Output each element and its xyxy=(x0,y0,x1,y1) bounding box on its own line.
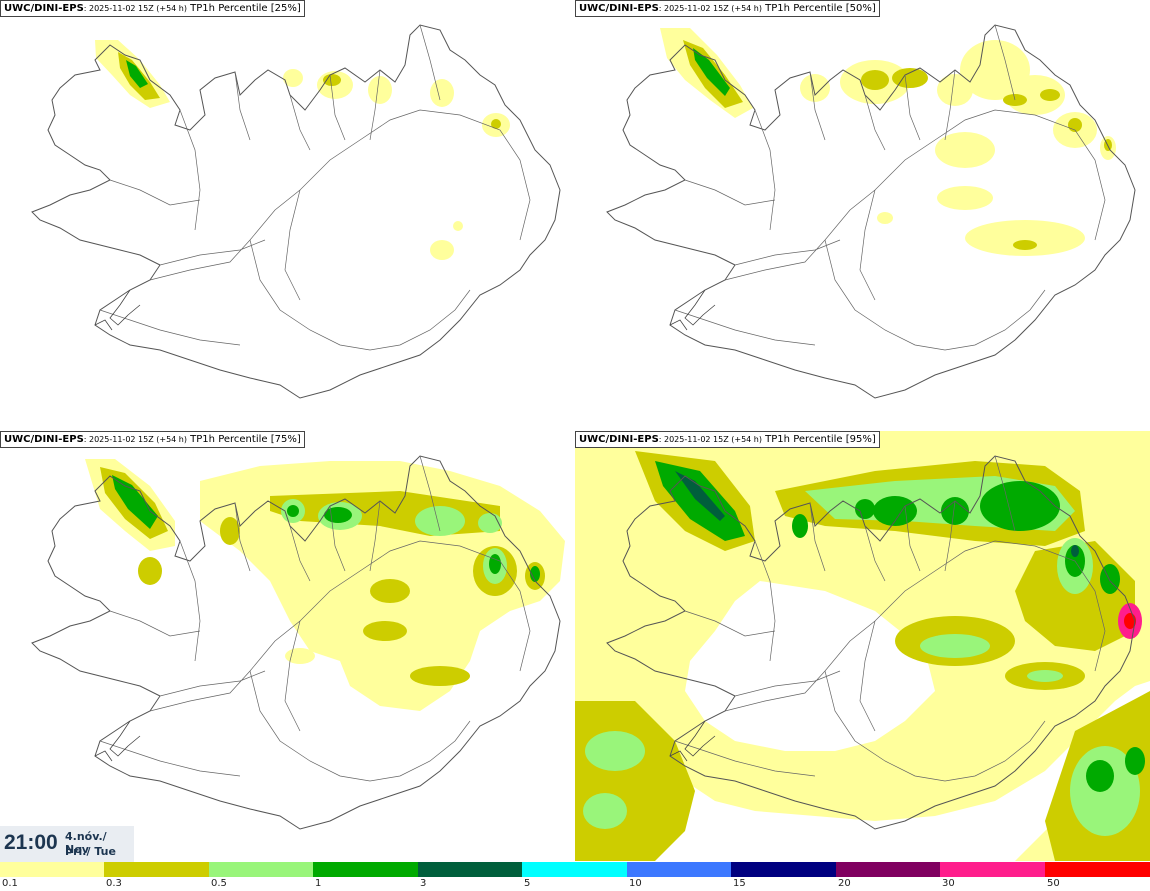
legend-swatch xyxy=(209,862,313,877)
precip-field xyxy=(95,40,510,260)
panel-title: UWC/DINI-EPS: 2025-11-02 15Z (+54 h) TP1… xyxy=(0,0,305,17)
map-panel-p75: UWC/DINI-EPS: 2025-11-02 15Z (+54 h) TP1… xyxy=(0,431,575,861)
run-info: : 2025-11-02 15Z (+54 h) xyxy=(658,4,762,13)
run-info: : 2025-11-02 15Z (+54 h) xyxy=(83,435,187,444)
panel-title: UWC/DINI-EPS: 2025-11-02 15Z (+54 h) TP1… xyxy=(575,431,880,448)
percentile-label: TP1h Percentile [25%] xyxy=(190,3,301,14)
legend-swatch xyxy=(731,862,836,877)
legend-tick-label: 15 xyxy=(733,878,746,889)
valid-hour: 21:00 xyxy=(4,831,58,854)
percentile-label: TP1h Percentile [50%] xyxy=(765,3,876,14)
legend-tick-label: 10 xyxy=(629,878,642,889)
percentile-label: TP1h Percentile [95%] xyxy=(765,434,876,445)
run-info: : 2025-11-02 15Z (+54 h) xyxy=(83,4,187,13)
legend-swatch xyxy=(313,862,418,877)
panel-title: UWC/DINI-EPS: 2025-11-02 15Z (+54 h) TP1… xyxy=(575,0,880,17)
legend-swatch xyxy=(0,862,104,877)
legend-tick-label: 1 xyxy=(315,878,322,889)
legend-tick-label: 3 xyxy=(420,878,427,889)
valid-date: 4.nóv./ Nov xyxy=(65,830,107,856)
legend-tick-label: 50 xyxy=(1047,878,1060,889)
legend-tick-label: 5 xyxy=(524,878,531,889)
panel-title: UWC/DINI-EPS: 2025-11-02 15Z (+54 h) TP1… xyxy=(0,431,305,448)
legend-swatch xyxy=(940,862,1045,877)
model-name: UWC/DINI-EPS xyxy=(4,434,84,445)
percentile-label: TP1h Percentile [75%] xyxy=(190,434,301,445)
legend-tick-label: 20 xyxy=(838,878,851,889)
map-panel-p25: UWC/DINI-EPS: 2025-11-02 15Z (+54 h) TP1… xyxy=(0,0,575,430)
legend-swatch xyxy=(836,862,940,877)
legend-swatch xyxy=(627,862,731,877)
legend-swatch xyxy=(522,862,627,877)
run-info: : 2025-11-02 15Z (+54 h) xyxy=(658,435,762,444)
model-name: UWC/DINI-EPS xyxy=(579,434,659,445)
map-canvas xyxy=(606,24,1136,399)
map-canvas xyxy=(575,431,1150,861)
precip-field xyxy=(660,28,1116,256)
legend-swatch xyxy=(1045,862,1150,877)
map-panel-p95: UWC/DINI-EPS: 2025-11-02 15Z (+54 h) TP1… xyxy=(575,431,1150,861)
precip-field xyxy=(85,459,565,711)
legend-tick-label: 30 xyxy=(942,878,955,889)
legend-tick-label: 0.3 xyxy=(106,878,122,889)
legend-swatch xyxy=(104,862,209,877)
map-panel-p50: UWC/DINI-EPS: 2025-11-02 15Z (+54 h) TP1… xyxy=(575,0,1150,430)
color-legend: 0.1 0.3 0.5 1 3 5 10 15 20 30 50 xyxy=(0,862,1150,891)
precip-field xyxy=(575,431,1150,861)
map-canvas xyxy=(31,455,565,830)
model-name: UWC/DINI-EPS xyxy=(4,3,84,14)
valid-weekday: Þri./ Tue xyxy=(65,845,116,858)
valid-time-box: 21:00 4.nóv./ Nov Þri./ Tue xyxy=(0,826,134,862)
map-canvas xyxy=(31,24,561,399)
legend-swatch xyxy=(418,862,522,877)
model-name: UWC/DINI-EPS xyxy=(579,3,659,14)
legend-tick-label: 0.1 xyxy=(2,878,18,889)
legend-tick-label: 0.5 xyxy=(211,878,227,889)
